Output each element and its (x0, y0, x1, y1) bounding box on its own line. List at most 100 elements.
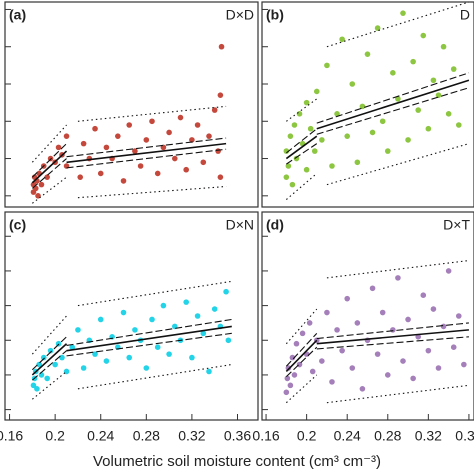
point (307, 125, 314, 132)
point (143, 137, 150, 143)
point (115, 133, 121, 139)
point (354, 159, 361, 166)
panel-title: D×D (226, 7, 254, 23)
point (166, 129, 172, 136)
panel-frame (261, 1, 474, 208)
point (354, 320, 361, 326)
point (149, 316, 155, 323)
point (211, 107, 218, 113)
point (359, 103, 366, 110)
point (63, 368, 70, 375)
point (344, 133, 351, 139)
fit-line (66, 332, 232, 357)
point (319, 358, 325, 364)
x-tick-label: 0.28 (133, 428, 160, 444)
fit-line (31, 343, 68, 376)
fit-line (285, 308, 318, 345)
point (339, 347, 345, 354)
fit-line (286, 143, 318, 165)
point (400, 358, 406, 364)
point (285, 163, 292, 169)
point (291, 372, 298, 378)
fit-line (31, 150, 68, 184)
point (132, 327, 138, 333)
point (40, 354, 47, 361)
fit-line (32, 371, 67, 400)
point (200, 159, 207, 166)
point (206, 368, 212, 375)
point (172, 155, 178, 162)
point (405, 137, 411, 143)
point (293, 155, 300, 162)
point (63, 133, 70, 139)
point (425, 125, 432, 132)
point (291, 122, 298, 128)
point (415, 107, 422, 113)
point (309, 368, 316, 375)
point (92, 351, 98, 357)
x-tick-label: 0.36 (224, 428, 251, 444)
fit-line (66, 137, 227, 158)
x-tick-label: 0.2 (45, 428, 65, 444)
fit-line (66, 325, 232, 352)
x-tick-label: 0.16 (0, 428, 23, 444)
point (92, 125, 98, 132)
point (445, 111, 452, 117)
point (405, 316, 411, 323)
point (430, 77, 437, 84)
point (440, 323, 447, 330)
point (183, 299, 190, 305)
point (44, 174, 50, 180)
fit-line (66, 142, 227, 164)
point (160, 302, 167, 309)
point (319, 137, 325, 143)
fit-line (285, 339, 318, 373)
x-tick-label: 0.36 (455, 428, 474, 444)
point (384, 148, 391, 154)
point (36, 361, 42, 368)
panel-label: (c) (9, 217, 26, 233)
x-tick-label: 0.32 (415, 428, 442, 444)
point (177, 114, 184, 121)
fit-line (316, 79, 470, 130)
fit-line (316, 336, 469, 350)
point (334, 327, 340, 333)
fit-line (285, 135, 318, 160)
point (420, 32, 427, 39)
fit-line (31, 336, 67, 371)
x-tick-label: 0.24 (334, 428, 361, 444)
fit-line (285, 332, 318, 367)
fit-line (285, 346, 318, 378)
point (225, 337, 232, 344)
point (44, 375, 50, 382)
point (223, 288, 229, 295)
point (80, 140, 87, 147)
point (324, 62, 330, 69)
fit-line (66, 148, 227, 169)
fit-line (326, 1, 470, 48)
panel-label: (b) (266, 7, 284, 23)
fit-line (316, 322, 469, 340)
point (359, 386, 366, 392)
point (374, 351, 381, 357)
fit-line (326, 143, 470, 186)
point (38, 181, 45, 188)
fit-line (316, 329, 470, 345)
fit-line (286, 128, 318, 154)
point (137, 163, 144, 169)
point (218, 43, 225, 50)
panel-label: (a) (9, 7, 26, 23)
point (344, 295, 351, 302)
fit-line (286, 98, 318, 122)
point (410, 375, 416, 382)
point (440, 43, 447, 50)
point (30, 382, 37, 389)
x-tick-label: 0.16 (252, 428, 279, 444)
point (410, 58, 416, 65)
point (369, 129, 376, 136)
point (34, 386, 40, 392)
point (189, 137, 195, 143)
point (461, 361, 467, 368)
point (285, 365, 292, 371)
point (103, 144, 110, 151)
